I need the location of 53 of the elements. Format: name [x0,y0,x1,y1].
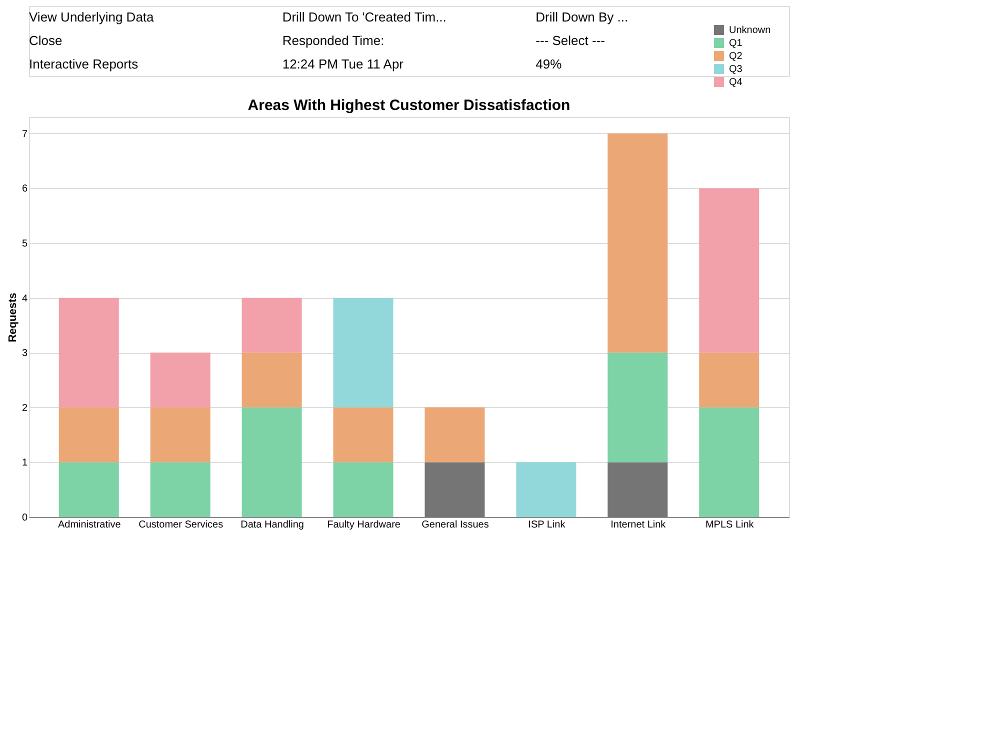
text: Drill Down By ... [536,10,628,25]
y-tick-label: 2 [22,402,28,414]
text: Close [29,33,62,48]
text: Drill Down To 'Created Tim... [282,10,446,25]
y-axis-title: Requests [6,292,19,342]
y-tick-label: 5 [22,238,28,250]
y-tick-label: 1 [22,458,28,469]
bar [150,407,210,462]
bar [424,462,485,517]
x-tick-label: Customer Services [138,520,224,530]
bar [58,462,119,517]
legend-label: Q3 [729,64,743,75]
x-tick-label: Data Handling [240,520,304,530]
bar [58,407,119,462]
x-tick-label: Internet Link [610,520,667,530]
bar [608,462,668,517]
legend-label: Q4 [729,77,743,88]
bar [150,352,210,408]
bar [608,352,668,462]
bar [516,462,576,517]
bar [699,188,760,353]
text: 12:24 PM Tue 11 Apr [282,56,404,72]
bar [699,352,760,408]
bar [150,462,210,517]
x-tick-label: ISP Link [528,520,566,530]
bar [333,462,394,517]
x-tick-label: Administrative [58,520,122,530]
bar [608,133,668,353]
y-tick-label: 0 [22,512,28,524]
text: View Underlying Data [29,10,155,25]
bar [242,407,302,517]
y-tick-label: 3 [22,348,28,360]
y-tick-label: 4 [22,293,28,304]
legend-label: Unknown [729,25,771,36]
x-tick-label: MPLS Link [705,520,755,530]
x-tick-label: Faulty Hardware [327,520,401,530]
bar [242,352,302,408]
bar [242,298,302,353]
y-tick-label: 6 [22,184,28,195]
legend-label: Q1 [729,38,743,49]
text: 49% [536,56,562,72]
bar [58,298,119,408]
bar [333,298,394,408]
text: Responded Time: [282,33,384,48]
text: --- Select --- [536,33,606,48]
y-tick-label: 7 [22,128,28,140]
text: Interactive Reports [29,56,139,72]
bar [424,407,485,462]
legend-label: Q2 [729,51,743,62]
chart-title: Areas With Highest Customer Dissatisfaction [248,97,570,114]
bar [333,407,394,462]
x-tick-label: General Issues [422,520,489,530]
bar [699,407,760,517]
